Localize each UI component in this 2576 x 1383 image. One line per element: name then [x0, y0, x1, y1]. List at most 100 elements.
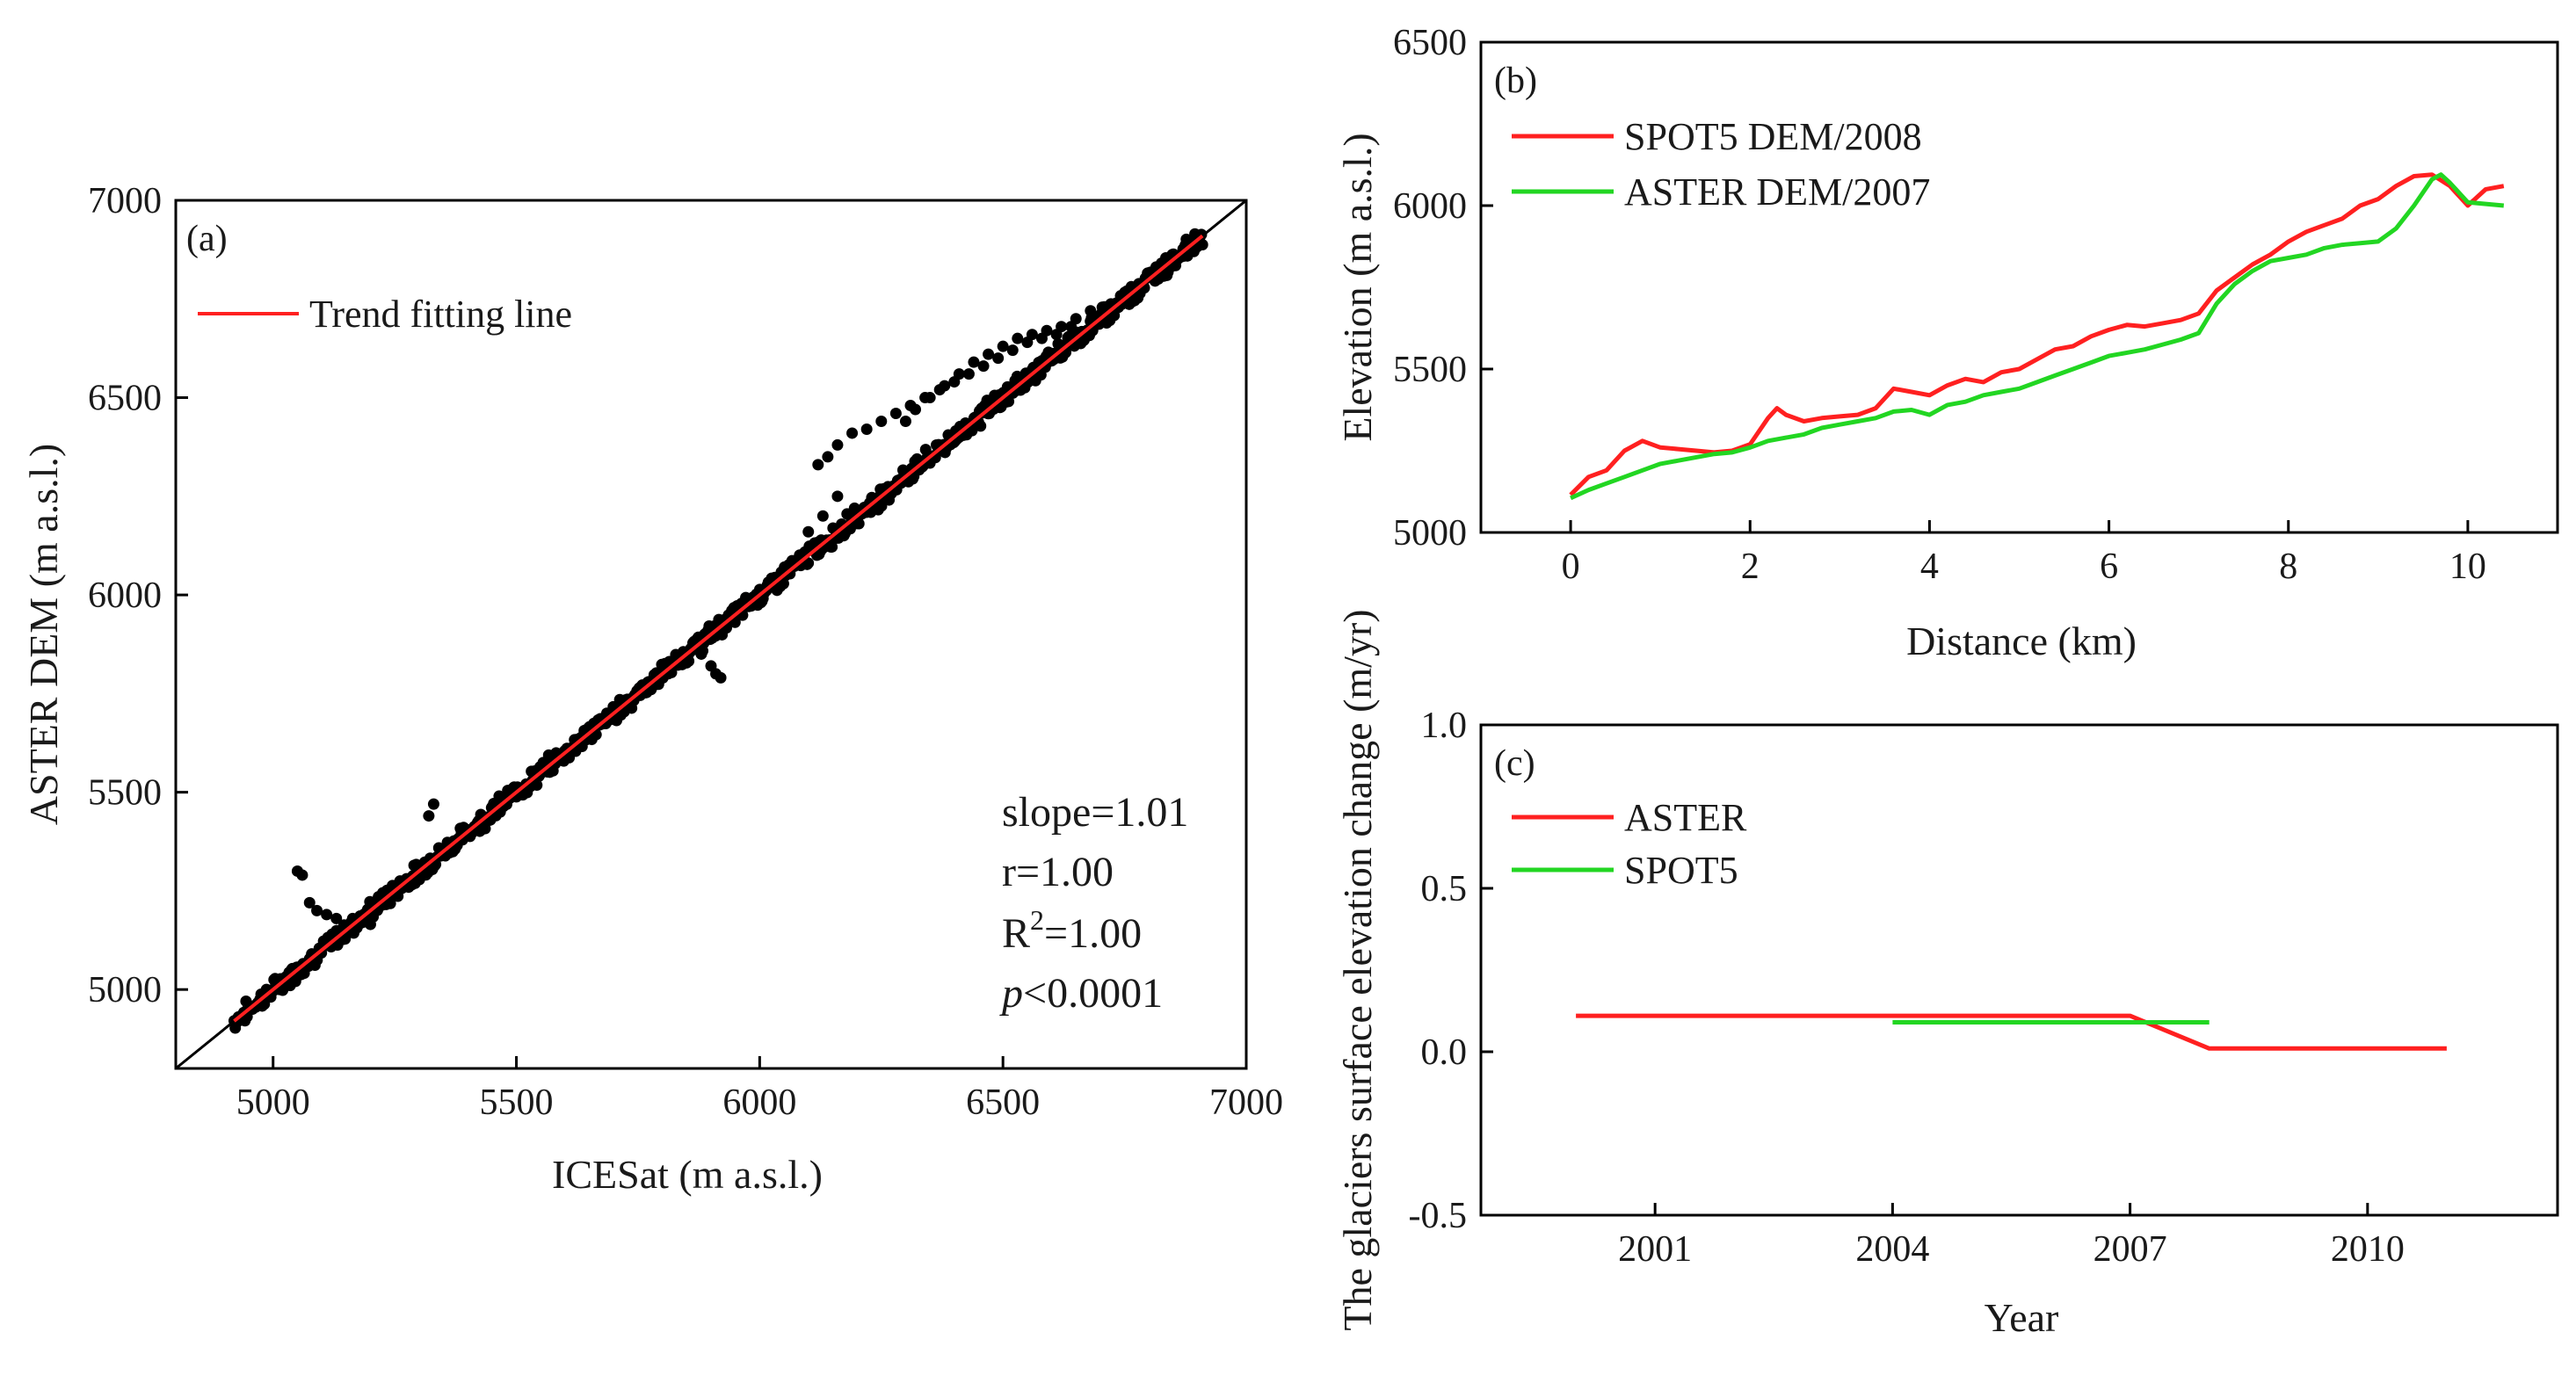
chart-a-outlier-point	[822, 451, 834, 463]
chart-c-legend-label-aster: ASTER	[1624, 796, 1747, 839]
chart-c-xtick-label: 2001	[1618, 1229, 1692, 1270]
chart-c-ytick-label: -0.5	[1409, 1196, 1468, 1236]
chart-a-stat-r2: R2=1.00	[1002, 904, 1142, 957]
chart-b-series-spot5-dem-2008-line	[1569, 172, 2505, 496]
chart-a-outlier-point	[812, 459, 824, 471]
chart-b-legend-label-aster: ASTER DEM/2007	[1624, 170, 1930, 214]
chart-c-ytick-label: 1.0	[1421, 706, 1468, 746]
chart-b-lines	[1569, 172, 2505, 501]
chart-b-ylabel: Elevation (m a.s.l.)	[1335, 133, 1380, 441]
chart-a-outlier-point	[715, 671, 727, 684]
chart-b-ytick-label: 6500	[1393, 23, 1467, 63]
chart-b: 0 2 4 6 8 10 5000 5500 6000 6500 (b) SPOT5 DEM/20…	[1335, 23, 2559, 663]
chart-a-frame	[174, 199, 1248, 1070]
chart-c-ticks: 2001 2004 2007 2010 -0.5 0.0 0.5 1.0	[1409, 706, 2405, 1270]
chart-a-outlier-point	[875, 415, 888, 427]
chart-a-xtick-label: 7000	[1209, 1083, 1283, 1123]
chart-a-point	[531, 779, 543, 792]
chart-b-series-aster-dem-2007-line	[1570, 172, 2505, 501]
chart-b-ytick-label: 5500	[1393, 350, 1467, 390]
chart-b-xtick-label: 0	[1562, 547, 1580, 587]
chart-a-ytick-label: 7000	[88, 181, 162, 221]
chart-b-legend-label-spot5: SPOT5 DEM/2008	[1624, 115, 1922, 158]
chart-a-point	[975, 420, 987, 432]
chart-a-outlier-point	[831, 438, 844, 451]
chart-a-stat-slope: slope=1.01	[1002, 789, 1188, 836]
chart-b-xtick-label: 10	[2449, 547, 2486, 587]
chart-a-ytick-label: 6500	[88, 379, 162, 419]
chart-b-panel-label: (b)	[1494, 61, 1537, 101]
chart-a-point	[479, 822, 491, 835]
chart-a-trend-line	[233, 234, 1204, 1023]
chart-c-ytick-label: 0.5	[1421, 869, 1468, 909]
chart-a-outlier-point	[977, 360, 990, 373]
chart-a-stat-r: r=1.00	[1002, 849, 1114, 895]
chart-c-lines	[1576, 1013, 2447, 1051]
chart-a-panel-label: (a)	[186, 219, 228, 259]
chart-a-ylabel: ASTER DEM (m a.s.l.)	[21, 444, 66, 825]
chart-b-ytick-label: 6000	[1393, 186, 1467, 227]
chart-a-outlier-point	[311, 904, 323, 916]
chart-a-outlier-point	[910, 403, 922, 416]
chart-a-outlier-point	[802, 525, 815, 538]
chart-a-outlier-point	[1006, 344, 1019, 357]
chart-a-outlier-point	[953, 368, 965, 380]
chart-a-ytick-label: 6000	[88, 576, 162, 616]
chart-a-xlabel: ICESat (m a.s.l.)	[552, 1152, 823, 1197]
chart-a-outlier-point	[321, 909, 333, 921]
chart-a-outlier-point	[330, 912, 343, 924]
chart-a-outlier-point	[860, 423, 873, 435]
chart-a-stat-p: p<0.0001	[999, 970, 1163, 1017]
chart-b-xlabel: Distance (km)	[1906, 619, 2137, 663]
chart-a-point	[853, 518, 865, 530]
chart-a-outlier-point	[816, 510, 829, 522]
chart-c-legend-label-spot5: SPOT5	[1624, 849, 1738, 892]
chart-a-outlier-point	[889, 408, 902, 420]
chart-a-outlier-point	[997, 340, 1009, 352]
chart-a-outlier-point	[427, 798, 439, 810]
chart-a-ticks: 5000 5500 6000 6500 7000 5000 5500 6000 6500 7000	[88, 181, 1283, 1123]
chart-c-xlabel: Year	[1985, 1295, 2059, 1340]
chart-a-outlier-point	[1085, 305, 1097, 317]
chart-a-outlier-point	[968, 356, 980, 368]
chart-a-outlier-point	[899, 415, 911, 427]
chart-a-xtick-label: 5500	[480, 1083, 554, 1123]
chart-c-ylabel: The glaciers surface elevation change (m…	[1335, 609, 1380, 1330]
chart-a-outlier-point	[962, 368, 975, 380]
chart-a-lines	[175, 199, 1247, 1070]
chart-a: 5000 5500 6000 6500 7000 5000 5500 6000 6500 7000…	[21, 181, 1283, 1197]
chart-a-outlier-point	[695, 648, 707, 660]
chart-a-outlier-point	[303, 896, 316, 909]
chart-c-xtick-label: 2010	[2331, 1229, 2405, 1270]
chart-a-outlier-point	[364, 918, 376, 930]
chart-a-outlier-point	[983, 348, 995, 360]
chart-a-point	[683, 655, 695, 667]
chart-a-outlier-point	[1041, 324, 1053, 337]
chart-a-point	[1196, 239, 1208, 251]
chart-b-frame	[1479, 40, 2559, 534]
chart-a-outlier-point	[924, 392, 936, 404]
chart-c: 2001 2004 2007 2010-0.50.00.51.0 (c) ASTER …	[1335, 609, 2559, 1340]
chart-b-xtick-label: 2	[1741, 547, 1760, 587]
chart-c-xtick-label: 2007	[2093, 1229, 2167, 1270]
chart-a-outlier-point	[939, 380, 951, 392]
chart-b-xtick-label: 6	[2100, 547, 2118, 587]
chart-a-outlier-point	[1026, 329, 1038, 341]
chart-a-point	[802, 557, 815, 569]
chart-b-xtick-label: 4	[1920, 547, 1939, 587]
chart-a-outlier-point	[296, 869, 308, 881]
chart-c-series-aster-line	[1576, 1013, 2447, 1051]
chart-a-outlier-point	[1056, 321, 1068, 333]
chart-a-xtick-label: 6000	[722, 1083, 796, 1123]
chart-a-xtick-label: 6500	[966, 1083, 1040, 1123]
chart-b-xtick-label: 8	[2279, 547, 2297, 587]
chart-c-panel-label: (c)	[1494, 743, 1535, 784]
chart-c-frame	[1479, 723, 2559, 1217]
chart-a-ytick-label: 5000	[88, 970, 162, 1010]
chart-a-point	[1003, 395, 1015, 408]
chart-a-outlier-point	[1012, 332, 1024, 344]
chart-b-ticks: 0 2 4 6 8 10 5000 5500 6000 6500	[1393, 23, 2486, 587]
chart-a-outlier-point	[831, 490, 844, 503]
chart-a-xtick-label: 5000	[236, 1083, 310, 1123]
